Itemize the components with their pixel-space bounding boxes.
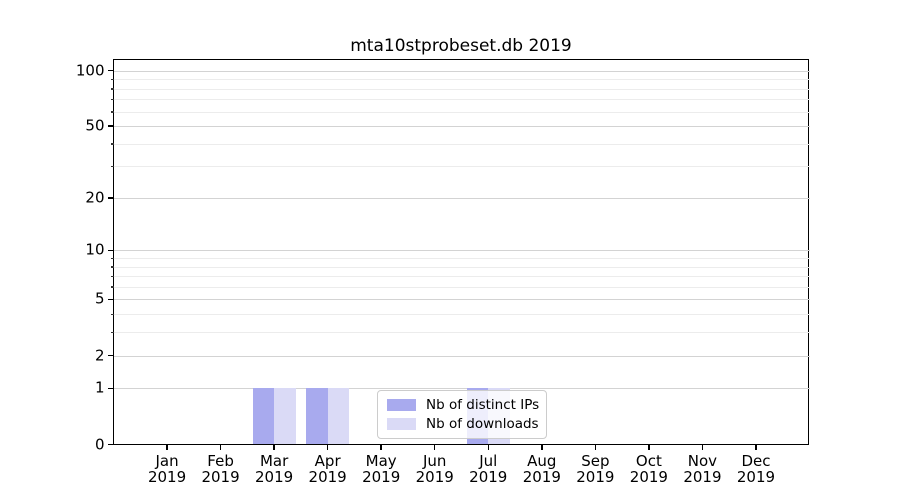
y-tick-label-50: 50: [85, 116, 105, 135]
x-tick-label-apr: Apr 2019: [293, 453, 363, 485]
y-tick-label-2: 2: [94, 346, 105, 365]
chart-title: mta10stprobeset.db 2019: [350, 36, 572, 56]
x-tick-oct: [648, 444, 650, 450]
y-minor-tick-90: [110, 78, 114, 81]
x-tick-month: Aug: [527, 451, 557, 470]
x-tick-year: 2019: [255, 467, 294, 486]
x-tick-label-aug: Aug 2019: [507, 453, 577, 485]
x-tick-apr: [326, 444, 329, 450]
x-tick-label-may: May 2019: [346, 453, 416, 485]
y-tick-50: [108, 125, 113, 127]
legend-item-nb-of-distinct-ips: Nb of distinct IPs: [387, 396, 540, 414]
x-tick-aug: [541, 444, 543, 450]
x-tick-year: 2019: [308, 467, 347, 486]
x-tick-month: Dec: [741, 451, 771, 470]
x-tick-year: 2019: [415, 467, 454, 486]
y-tick-label-20: 20: [85, 188, 105, 207]
x-tick-jan: [166, 444, 168, 450]
x-tick-month: Nov: [687, 451, 718, 470]
y-tick-20: [108, 197, 113, 199]
y-minor-tick-3: [110, 331, 114, 334]
x-tick-label-dec: Dec 2019: [721, 453, 791, 485]
y-minor-tick-40: [110, 143, 114, 145]
y-minor-tick-30: [110, 165, 114, 168]
x-tick-label-sep: Sep 2019: [560, 453, 630, 485]
x-tick-year: 2019: [469, 467, 508, 486]
legend-label: Nb of downloads: [426, 415, 539, 432]
x-tick-month: Jul: [479, 451, 498, 470]
y-minor-tick-6: [110, 286, 114, 288]
x-tick-label-jan: Jan 2019: [132, 453, 202, 485]
x-tick-month: May: [365, 451, 397, 470]
plot-area: [113, 59, 809, 445]
y-tick-5: [108, 298, 113, 301]
x-tick-nov: [701, 444, 704, 450]
y-tick-label-0: 0: [94, 435, 105, 453]
x-tick-month: Sep: [581, 451, 610, 470]
x-tick-label-oct: Oct 2019: [614, 453, 684, 485]
y-tick-label-5: 5: [94, 289, 105, 308]
x-tick-month: Apr: [314, 451, 341, 470]
x-tick-month: Jun: [423, 451, 447, 470]
x-tick-year: 2019: [522, 467, 561, 486]
x-tick-feb: [219, 444, 222, 450]
x-tick-label-jun: Jun 2019: [400, 453, 470, 485]
x-tick-dec: [755, 444, 757, 450]
bar-nb-of-distinct-ips-mar: [252, 388, 275, 445]
legend-swatch-icon: [387, 399, 416, 412]
x-tick-label-mar: Mar 2019: [239, 453, 309, 485]
x-tick-may: [380, 444, 382, 450]
legend-label: Nb of distinct IPs: [426, 397, 540, 414]
x-tick-month: Mar: [259, 451, 289, 470]
x-tick-label-nov: Nov 2019: [667, 453, 737, 485]
y-tick-2: [108, 354, 113, 357]
bar-nb-of-downloads-apr: [327, 388, 350, 445]
legend-swatch-icon: [387, 417, 416, 430]
x-tick-year: 2019: [683, 467, 722, 486]
y-tick-1: [108, 387, 113, 390]
x-tick-year: 2019: [576, 467, 615, 486]
x-tick-year: 2019: [736, 467, 776, 486]
y-tick-label-100: 100: [75, 61, 105, 80]
y-minor-tick-9: [110, 257, 114, 259]
bar-nb-of-downloads-mar: [274, 388, 296, 445]
legend-item-nb-of-downloads: Nb of downloads: [387, 415, 539, 433]
x-tick-month: Jan: [155, 451, 179, 470]
y-minor-tick-60: [110, 111, 114, 113]
y-minor-tick-4: [110, 313, 114, 316]
x-tick-sep: [594, 444, 597, 450]
y-minor-tick-8: [110, 266, 114, 268]
y-tick-label-1: 1: [94, 378, 105, 397]
x-tick-jun: [433, 444, 436, 450]
bar-nb-of-distinct-ips-apr: [306, 388, 328, 445]
y-minor-tick-80: [110, 88, 114, 90]
legend: Nb of distinct IPs Nb of downloads: [377, 390, 547, 439]
y-minor-tick-7: [110, 275, 114, 278]
y-minor-tick-70: [110, 98, 114, 101]
x-tick-label-jul: Jul 2019: [453, 453, 523, 485]
y-tick-100: [108, 69, 113, 72]
x-tick-month: Feb: [207, 451, 234, 470]
x-tick-jul: [487, 444, 490, 450]
x-tick-mar: [273, 444, 275, 450]
x-tick-year: 2019: [629, 467, 668, 486]
x-tick-label-feb: Feb 2019: [186, 453, 256, 485]
x-tick-year: 2019: [147, 467, 187, 486]
x-tick-month: Oct: [635, 451, 662, 470]
y-tick-10: [108, 249, 113, 252]
y-tick-0: [108, 443, 113, 446]
x-tick-year: 2019: [362, 467, 401, 486]
y-tick-label-10: 10: [85, 240, 105, 259]
x-tick-year: 2019: [201, 467, 240, 486]
